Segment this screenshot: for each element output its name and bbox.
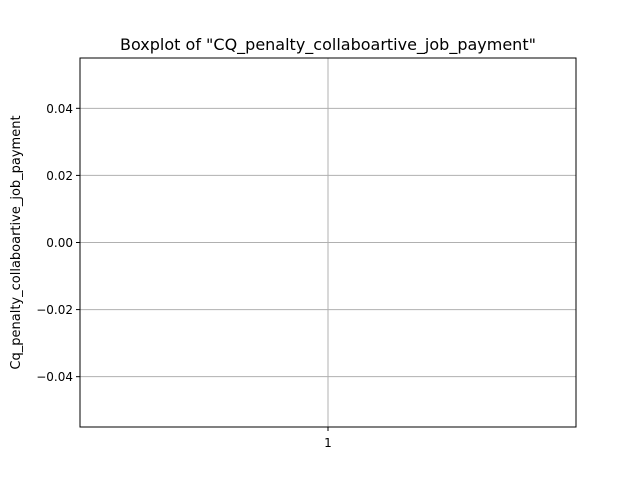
chart-title: Boxplot of "CQ_penalty_collaboartive_job…	[120, 35, 536, 55]
y-tick-label: 0.00	[46, 236, 73, 250]
y-tick-label: 0.04	[46, 102, 73, 116]
y-tick-label: −0.04	[36, 370, 73, 384]
y-tick-label: 0.02	[46, 169, 73, 183]
grid-lines	[80, 58, 576, 427]
axis-ticks	[76, 107, 329, 431]
y-axis-label: Cq_penalty_collaboartive_job_payment	[9, 115, 24, 369]
y-tick-label: −0.02	[36, 303, 73, 317]
plot-frame	[79, 57, 577, 428]
x-tick-label: 1	[324, 436, 332, 450]
